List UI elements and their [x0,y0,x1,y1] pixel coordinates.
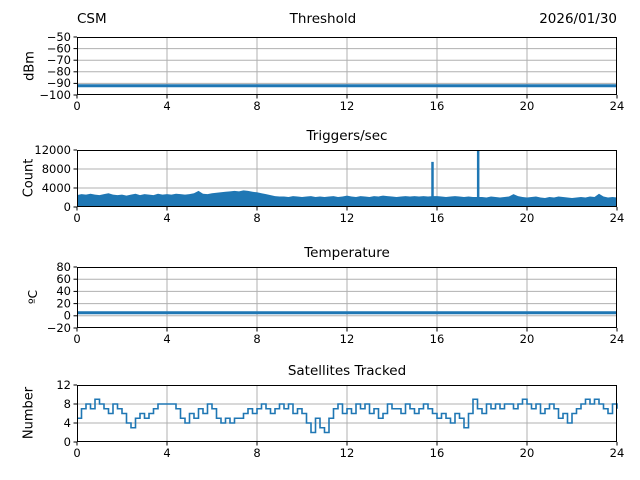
svg-text:4: 4 [163,99,170,113]
svg-text:40: 40 [56,284,71,298]
svg-text:24: 24 [610,446,625,460]
svg-text:12: 12 [340,99,355,113]
satellites-plot: 0 4 8 12 16 20 24 0 4 8 12 [56,378,624,460]
svg-text:0: 0 [64,200,71,214]
threshold-plot: 0 4 8 12 16 20 24 −100−90−80−70−60−50 [39,30,624,113]
triggers-panel-title: Triggers/sec [306,128,388,144]
svg-text:−60: −60 [47,41,71,55]
svg-text:20: 20 [520,211,535,225]
svg-text:12000: 12000 [34,143,71,157]
triggers-plot: 0 4 8 12 16 20 24 0 4000 8000 12000 [34,143,624,225]
y-axis-label-count: Count [21,158,37,198]
satellites-panel-title: Satellites Tracked [287,363,407,379]
svg-text:8: 8 [253,99,260,113]
date-label: 2026/01/30 [539,11,617,27]
csm-label: CSM [77,11,107,27]
svg-text:0: 0 [73,211,80,225]
svg-text:−90: −90 [47,76,71,90]
svg-text:−50: −50 [47,30,71,44]
svg-text:−20: −20 [47,321,71,335]
y-axis-label-degc: ºC [26,289,40,305]
svg-text:16: 16 [430,332,445,346]
temperature-panel-title: Temperature [304,245,390,261]
svg-text:20: 20 [520,446,535,460]
svg-text:24: 24 [610,99,625,113]
svg-text:20: 20 [56,296,71,310]
svg-text:8: 8 [64,397,71,411]
svg-text:4: 4 [163,211,170,225]
y-axis-label-number: Number [21,386,37,440]
svg-text:0: 0 [73,446,80,460]
svg-text:0: 0 [73,332,80,346]
svg-text:−100: −100 [39,88,71,102]
svg-text:12: 12 [340,332,355,346]
svg-text:24: 24 [610,211,625,225]
svg-text:4: 4 [64,416,71,430]
svg-text:0: 0 [73,99,80,113]
svg-text:0: 0 [64,435,71,449]
y-axis-label-dbm: dBm [22,51,38,81]
svg-text:0: 0 [64,309,71,323]
svg-text:16: 16 [430,99,445,113]
svg-text:16: 16 [430,211,445,225]
svg-text:12: 12 [56,378,71,392]
top-title-row: CSM Threshold 2026/01/30 [77,11,617,29]
svg-text:16: 16 [430,446,445,460]
svg-text:80: 80 [56,260,71,274]
svg-text:4: 4 [163,332,170,346]
svg-text:4000: 4000 [42,181,71,195]
svg-text:12: 12 [340,446,355,460]
svg-text:8000: 8000 [42,162,71,176]
svg-text:−70: −70 [47,53,71,67]
svg-text:60: 60 [56,272,71,286]
svg-text:24: 24 [610,332,625,346]
svg-text:8: 8 [253,211,260,225]
svg-text:8: 8 [253,446,260,460]
svg-text:20: 20 [520,332,535,346]
threshold-panel-title: Threshold [289,11,357,27]
svg-text:8: 8 [253,332,260,346]
svg-text:4: 4 [163,446,170,460]
svg-text:−80: −80 [47,65,71,79]
svg-text:20: 20 [520,99,535,113]
svg-text:12: 12 [340,211,355,225]
